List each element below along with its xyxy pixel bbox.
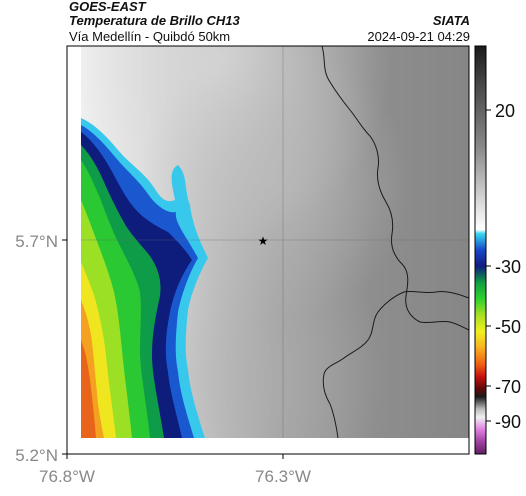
colorbar-label: -90 <box>495 412 521 432</box>
border-line-south <box>322 290 469 438</box>
colorbar-label: -50 <box>495 317 521 337</box>
cloud-red-core <box>81 340 96 438</box>
route-subtitle: Vía Medellín - Quibdó 50km <box>69 29 231 44</box>
lon-label-76-3: 76.3°W <box>255 467 311 486</box>
satellite-imagery <box>81 46 469 438</box>
map-frame <box>66 45 470 455</box>
lon-label-76-8: 76.8°W <box>39 467 95 486</box>
lat-label-5-7: 5.7°N <box>15 232 58 251</box>
organization-label: SIATA <box>432 13 470 28</box>
product-title: Temperatura de Brillo CH13 <box>69 13 240 28</box>
colorbar <box>474 45 487 455</box>
colorbar-label: -70 <box>495 377 521 397</box>
border-line-north <box>321 46 469 331</box>
star-icon: ★ <box>258 234 269 248</box>
lat-label-5-2: 5.2°N <box>15 446 58 465</box>
satellite-title: GOES-EAST <box>69 0 146 14</box>
timestamp-label: 2024-09-21 04:29 <box>367 29 470 44</box>
colorbar-label: 20 <box>495 101 515 121</box>
colorbar-label: -30 <box>495 257 521 277</box>
